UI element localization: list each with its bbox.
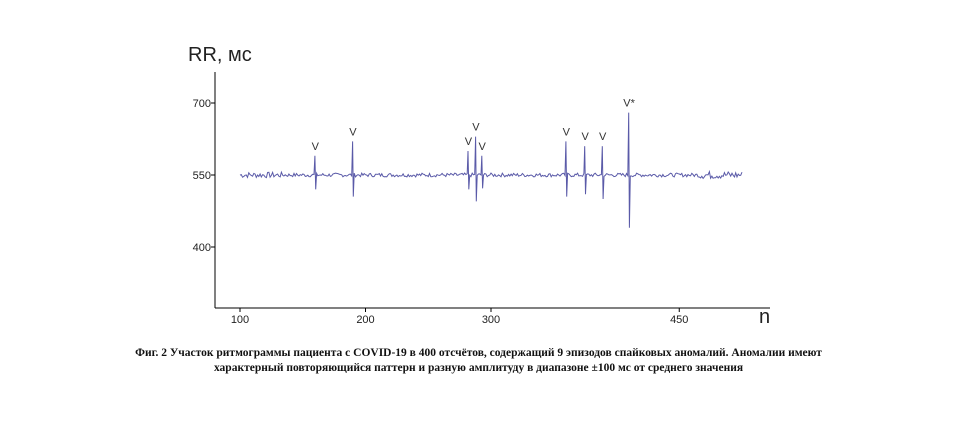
series-group	[239, 112, 743, 228]
x-tick-label: 100	[231, 314, 249, 326]
spike-marker: V	[312, 141, 320, 153]
rr-series-line	[239, 112, 743, 228]
spike-marker: V	[472, 122, 480, 134]
axis-ticks: 100 200 300 450 400 550 700	[193, 98, 689, 326]
x-tick-label: 300	[482, 314, 500, 326]
x-tick-label: 200	[356, 314, 374, 326]
spike-marker: V*	[623, 98, 635, 110]
spike-marker: V	[563, 126, 571, 138]
spike-marker: V	[599, 131, 607, 143]
x-axis-title: n	[759, 306, 770, 328]
y-axis-title: RR, мс	[188, 44, 252, 66]
spike-marker: V	[349, 126, 357, 138]
figure-caption: Фиг. 2 Участок ритмограммы пациента с CO…	[0, 346, 957, 376]
spike-marker: V	[479, 141, 487, 153]
y-tick-label: 550	[193, 170, 211, 182]
spike-marker: V	[465, 136, 473, 148]
x-tick-label: 450	[670, 314, 688, 326]
y-tick-label: 700	[193, 98, 211, 110]
caption-line-2: характерный повторяющийся паттерн и разн…	[213, 362, 744, 374]
chart-axes	[214, 72, 770, 309]
caption-line-1: Фиг. 2 Участок ритмограммы пациента с CO…	[135, 347, 822, 359]
spike-marker: V	[581, 131, 589, 143]
y-tick-label: 400	[193, 242, 211, 254]
